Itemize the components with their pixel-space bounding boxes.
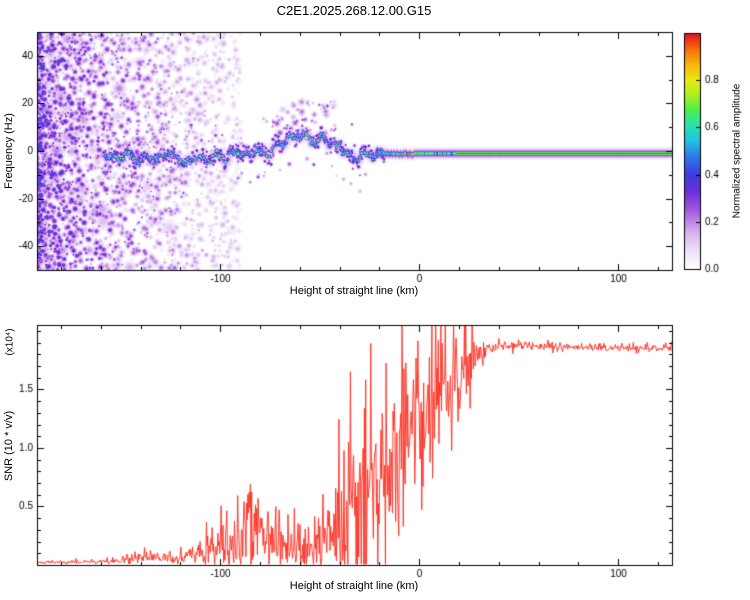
- spectrogram-y-axis-label: Frequency (Hz): [3, 113, 15, 189]
- figure-title: C2E1.2025.268.12.00.G15: [276, 3, 432, 18]
- spectrogram-x-axis-label: Height of straight line (km): [289, 285, 419, 297]
- snr-scale-label: (x10⁴): [4, 328, 16, 356]
- snr-y-axis-label: SNR (10 * v/v): [3, 410, 15, 482]
- colorbar-label: Normalized spectral amplitude: [731, 83, 743, 219]
- snr-x-axis-label: Height of straight line (km): [289, 580, 419, 592]
